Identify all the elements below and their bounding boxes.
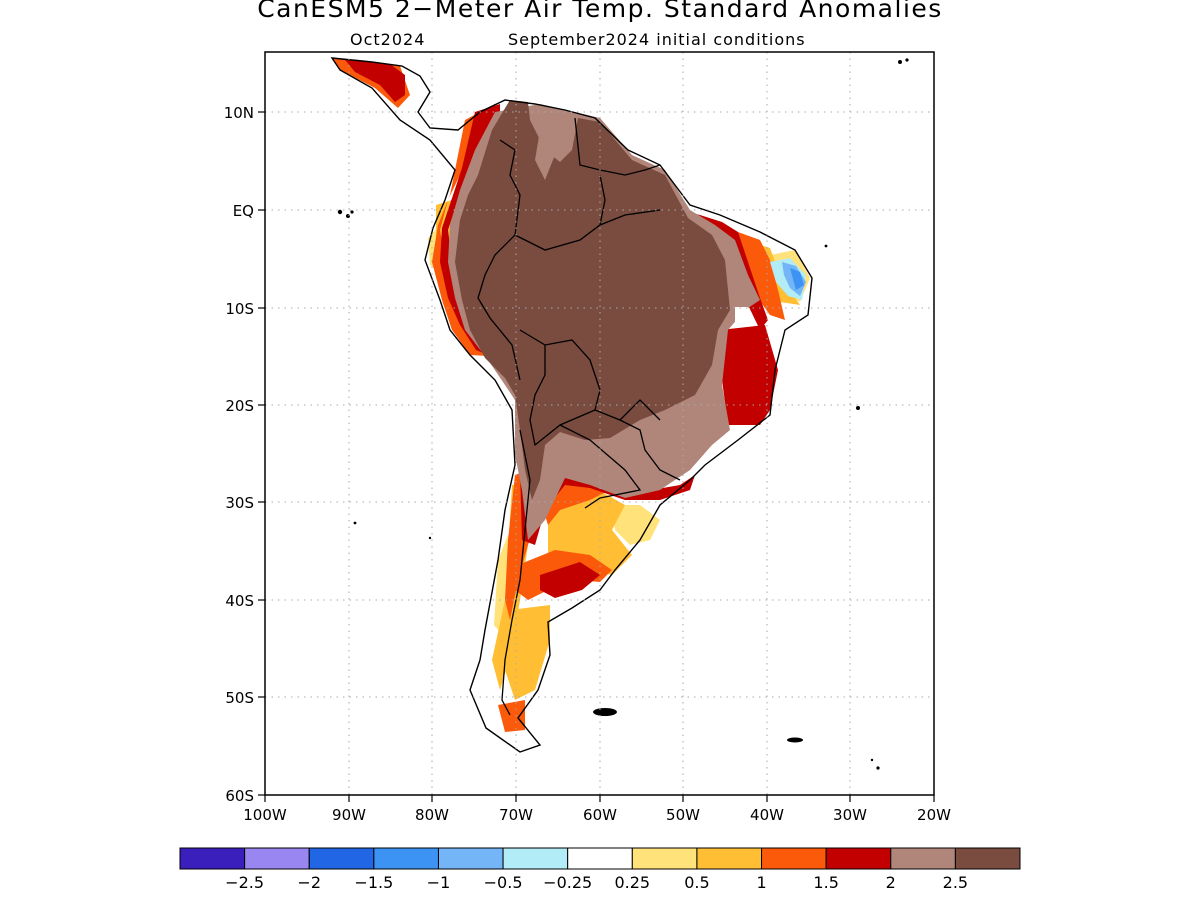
- colorbar-swatch: [696, 847, 763, 870]
- coastline: [330, 57, 813, 753]
- colorbar-label: −1: [427, 873, 451, 892]
- colorbar-swatch: [567, 847, 633, 870]
- colorbar-label: 1: [756, 873, 766, 892]
- colorbar-swatch: [825, 847, 892, 870]
- colorbar-label: −2.5: [225, 873, 264, 892]
- country-borders: [477, 117, 681, 716]
- colorbar-label: 0.25: [614, 873, 650, 892]
- colorbar-swatch: [179, 847, 246, 870]
- anomaly-band-max: [455, 100, 730, 500]
- valid-month: Oct2024: [350, 30, 426, 49]
- anomaly-band-2: [345, 60, 778, 598]
- tick-marks: [258, 111, 935, 802]
- lon-label-80w: 80W: [415, 806, 449, 824]
- graticule: [265, 52, 934, 795]
- colorbar-label: 0.5: [684, 873, 709, 892]
- anomaly-band-negative-core: [790, 268, 804, 290]
- lat-label-50s: 50S: [225, 689, 254, 707]
- colorbar-label: −1.5: [354, 873, 393, 892]
- colorbar-swatch: [502, 847, 569, 870]
- lat-label-40s: 40S: [225, 592, 254, 610]
- colorbar-label: 2: [886, 873, 896, 892]
- initial-conditions-label: September2024 initial conditions: [508, 30, 806, 49]
- colorbar-label: 2.5: [943, 873, 968, 892]
- colorbar-label: −0.25: [543, 873, 592, 892]
- colorbar-swatch: [761, 847, 827, 870]
- colorbar-swatch: [631, 847, 698, 870]
- colorbar-swatch: [308, 847, 375, 870]
- colorbar-label: −2: [297, 873, 321, 892]
- colorbar-label: −0.5: [484, 873, 523, 892]
- lon-label-40w: 40W: [750, 806, 784, 824]
- lat-label-eq: EQ: [233, 202, 254, 220]
- missing-cell: [735, 307, 748, 325]
- lon-label-60w: 60W: [583, 806, 617, 824]
- lat-label-20s: 20S: [225, 397, 254, 415]
- colorbar-swatch: [437, 847, 504, 870]
- lat-label-60s: 60S: [225, 787, 254, 805]
- lat-label-10s: 10S: [225, 300, 254, 318]
- colorbar-label: 1.5: [813, 873, 838, 892]
- islands: [337, 58, 909, 770]
- lon-label-30w: 30W: [833, 806, 867, 824]
- lon-label-70w: 70W: [499, 806, 533, 824]
- lat-label-10n: 10N: [224, 104, 254, 122]
- colorbar-swatch: [954, 847, 1021, 870]
- anomaly-notch: [535, 130, 555, 180]
- lon-label-20w: 20W: [917, 806, 951, 824]
- colorbar-swatch: [373, 847, 439, 870]
- lon-label-100w: 100W: [243, 806, 287, 824]
- map-field: [330, 57, 909, 770]
- lat-label-30s: 30S: [225, 494, 254, 512]
- colorbar: −2.5 −2 −1.5 −1 −0.5 −0.25 0.25 0.5 1 1.5 2 2.5: [179, 847, 1021, 892]
- lon-label-50w: 50W: [666, 806, 700, 824]
- colorbar-swatch: [890, 847, 956, 870]
- lon-label-90w: 90W: [332, 806, 366, 824]
- map-title: CanESM5 2−Meter Air Temp. Standard Anoma…: [257, 0, 943, 23]
- colorbar-swatch: [244, 847, 310, 870]
